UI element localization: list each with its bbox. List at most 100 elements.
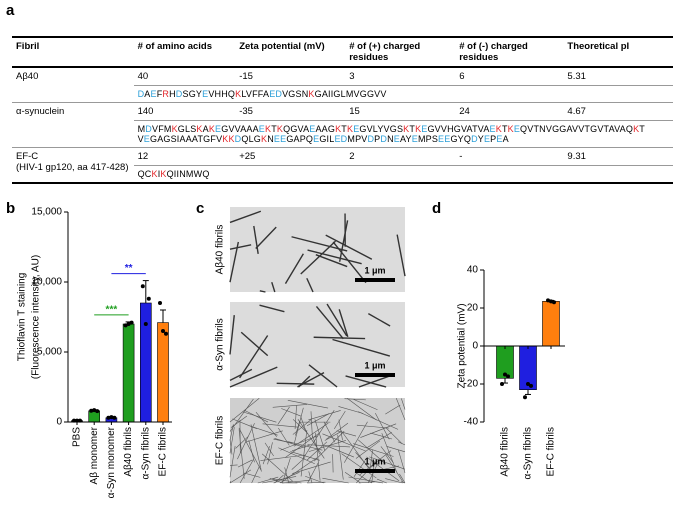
- residue: T: [472, 124, 478, 134]
- residue: S: [170, 134, 177, 144]
- residue: V: [282, 89, 289, 99]
- fibril-strand: [239, 459, 254, 484]
- residue: L: [185, 124, 191, 134]
- cell: -35: [235, 102, 346, 121]
- residue: A: [502, 134, 509, 144]
- fibril-strand: [345, 375, 387, 388]
- residue: A: [303, 124, 310, 134]
- residue: G: [552, 124, 560, 134]
- residue: S: [396, 124, 404, 134]
- data-point: [552, 300, 556, 305]
- residue: A: [144, 89, 151, 99]
- residue: G: [427, 124, 435, 134]
- fibril-strand: [293, 422, 329, 447]
- fibril-strand: [370, 450, 373, 467]
- fibril-strand: [229, 244, 252, 250]
- fibril-strand: [386, 446, 406, 453]
- residue: V: [572, 124, 579, 134]
- residue: S: [182, 89, 189, 99]
- residue: E: [258, 124, 265, 134]
- cell: 12: [133, 147, 236, 166]
- fibril-strand: [293, 407, 304, 445]
- scale-bar-label: 1 μm: [364, 360, 385, 370]
- residue: K: [308, 89, 315, 99]
- fibril-strand: [238, 427, 262, 472]
- residue: G: [359, 89, 367, 99]
- fibril-strand: [338, 419, 343, 441]
- residue: L: [372, 124, 378, 134]
- fibril-strand: [401, 398, 406, 410]
- fibril-name: EF-C: [16, 151, 39, 162]
- fibril-strand: [284, 253, 304, 285]
- residue: V: [366, 124, 373, 134]
- residue: A: [315, 124, 322, 134]
- fibril-strand: [366, 432, 392, 449]
- bar: [140, 302, 152, 423]
- residue: V: [234, 124, 241, 134]
- residue: A: [157, 134, 164, 144]
- fibril-strand: [229, 445, 236, 478]
- fibril-strand: [338, 220, 349, 262]
- fibril-strand: [239, 335, 269, 379]
- x-tick-label: EF-C fibrils: [546, 427, 557, 476]
- fibril-strand: [267, 442, 273, 465]
- fibril-strand: [253, 225, 259, 254]
- panel-label: a: [6, 2, 15, 19]
- residue: K: [403, 124, 410, 134]
- residue: P: [425, 134, 432, 144]
- residue: I: [176, 134, 180, 144]
- residue: V: [228, 124, 235, 134]
- residue: V: [597, 124, 604, 134]
- fibril-strand: [385, 478, 403, 484]
- fibril-strand: [259, 290, 266, 293]
- fibril-strand: [282, 479, 311, 484]
- sequence-row: QCKIKQIINMWQ: [12, 165, 673, 184]
- residue: Q: [520, 124, 528, 134]
- residue: E: [393, 134, 400, 144]
- cell: 6: [455, 67, 564, 86]
- fibril-strand: [295, 420, 300, 436]
- fibril-strand: [229, 210, 262, 224]
- residue: Q: [166, 169, 174, 179]
- residue: S: [431, 134, 439, 144]
- fibril-strand: [338, 309, 349, 338]
- fibril-strand: [240, 331, 269, 357]
- residue: N: [539, 124, 546, 134]
- residue: T: [197, 134, 204, 144]
- residue: D: [275, 89, 283, 99]
- residue: F: [156, 89, 163, 99]
- residue: V: [614, 124, 620, 134]
- residue: A: [321, 124, 328, 134]
- fibril-strand: [291, 236, 348, 252]
- residue: H: [447, 124, 454, 134]
- residue: H: [214, 89, 222, 99]
- residue: A: [293, 134, 300, 144]
- fibril-strand: [307, 444, 351, 448]
- residue: V: [374, 89, 381, 99]
- fibril-strand: [348, 476, 384, 484]
- residue: D: [145, 124, 152, 134]
- residue: D: [234, 134, 242, 144]
- residue: E: [421, 124, 428, 134]
- residue: K: [171, 124, 178, 134]
- sequence-row: DAEFRHDSGYEVHHQKLVFFAEDVGSNKGAIIGLMVGGVV: [12, 85, 673, 103]
- residue: V: [440, 124, 448, 134]
- cell: -15: [235, 67, 346, 86]
- fibril-strand: [336, 430, 357, 437]
- residue: L: [340, 89, 346, 99]
- header-cell: Zeta potential (mV): [235, 36, 346, 68]
- residue: G: [290, 124, 298, 134]
- fibril-strand: [396, 234, 406, 277]
- residue: E: [273, 134, 281, 144]
- property-table: Fibril # of amino acids Zeta potential (mV…: [12, 36, 673, 184]
- data-point: [95, 409, 100, 414]
- residue: D: [380, 134, 388, 144]
- fibril-strand: [281, 408, 302, 417]
- sequence-line: QCKIKQIINMWQ: [138, 169, 669, 179]
- residue: I: [328, 89, 331, 99]
- residue: V: [353, 89, 360, 99]
- residue: F: [158, 124, 164, 134]
- fibril-strand: [297, 371, 325, 388]
